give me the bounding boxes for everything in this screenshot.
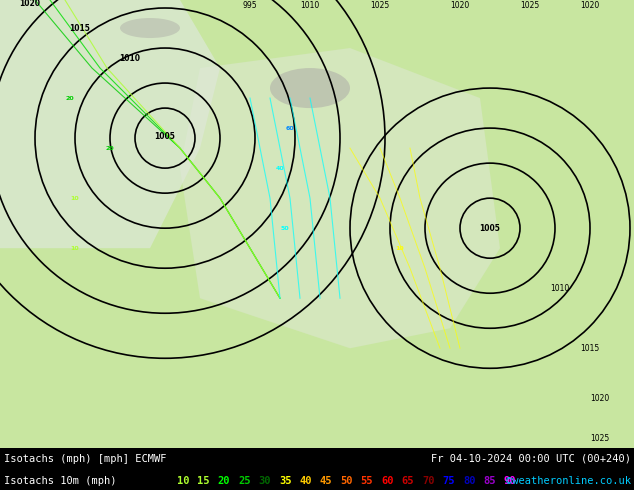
- Text: 65: 65: [401, 476, 414, 486]
- Text: 15: 15: [197, 476, 210, 486]
- Text: 1005: 1005: [479, 223, 500, 233]
- Text: 35: 35: [279, 476, 292, 486]
- Text: 995: 995: [243, 1, 257, 10]
- Text: 10: 10: [70, 196, 79, 200]
- Text: 1025: 1025: [590, 434, 610, 443]
- Text: Isotachs 10m (mph): Isotachs 10m (mph): [4, 476, 117, 486]
- Text: 1010: 1010: [550, 284, 569, 293]
- Text: 90: 90: [504, 476, 516, 486]
- Text: Fr 04-10-2024 00:00 UTC (00+240): Fr 04-10-2024 00:00 UTC (00+240): [431, 454, 631, 464]
- Ellipse shape: [270, 68, 350, 108]
- Polygon shape: [0, 0, 220, 248]
- Text: 1010: 1010: [301, 1, 320, 10]
- Ellipse shape: [120, 18, 180, 38]
- Text: 1015: 1015: [70, 24, 91, 32]
- Polygon shape: [180, 48, 500, 348]
- Text: 60: 60: [286, 125, 294, 131]
- Text: 20: 20: [217, 476, 230, 486]
- Text: 10: 10: [70, 245, 79, 251]
- Text: 55: 55: [361, 476, 373, 486]
- Text: 50: 50: [281, 226, 289, 231]
- Text: 1015: 1015: [580, 344, 600, 353]
- Text: 1010: 1010: [119, 53, 141, 63]
- Text: 85: 85: [483, 476, 496, 486]
- Text: 60: 60: [381, 476, 394, 486]
- Text: 20: 20: [66, 96, 74, 100]
- Text: 10: 10: [396, 245, 404, 251]
- Text: 45: 45: [320, 476, 332, 486]
- Text: 25: 25: [238, 476, 250, 486]
- Text: 1025: 1025: [370, 1, 390, 10]
- Text: 40: 40: [299, 476, 312, 486]
- Text: 70: 70: [422, 476, 434, 486]
- Text: 1005: 1005: [155, 132, 176, 141]
- Text: 1020: 1020: [590, 394, 610, 403]
- Text: 80: 80: [463, 476, 476, 486]
- Text: Isotachs (mph) [mph] ECMWF: Isotachs (mph) [mph] ECMWF: [4, 454, 167, 464]
- Text: 40: 40: [276, 166, 284, 171]
- Text: 1020: 1020: [580, 1, 600, 10]
- Text: 1020: 1020: [450, 1, 470, 10]
- Text: 20: 20: [106, 146, 114, 150]
- Text: 75: 75: [443, 476, 455, 486]
- Text: 1025: 1025: [521, 1, 540, 10]
- Text: 30: 30: [259, 476, 271, 486]
- Text: ©weatheronline.co.uk: ©weatheronline.co.uk: [506, 476, 631, 486]
- Text: 1020: 1020: [20, 0, 41, 7]
- Text: 50: 50: [340, 476, 353, 486]
- Text: 10: 10: [177, 476, 190, 486]
